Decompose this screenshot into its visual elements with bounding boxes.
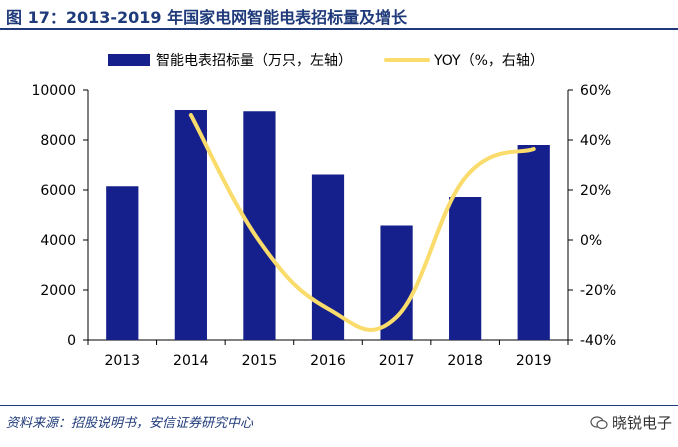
x-tick-label: 2014 xyxy=(173,353,209,369)
bar-series xyxy=(106,110,550,340)
bar-2016 xyxy=(311,174,345,340)
left-tick-label: 0 xyxy=(67,333,76,349)
wechat-icon xyxy=(590,415,608,429)
legend-bar-label: 智能电表招标量（万只，左轴） xyxy=(156,53,352,69)
watermark-text: 晓锐电子 xyxy=(612,414,673,432)
left-tick-label: 4000 xyxy=(40,233,76,249)
right-tick-labels: -40% -20% 0% 20% 40% 60% xyxy=(568,83,616,349)
left-tick-label: 8000 xyxy=(40,133,76,149)
x-tick-label: 2019 xyxy=(516,353,552,369)
bar-2014 xyxy=(174,110,207,340)
left-tick-label: 2000 xyxy=(40,283,76,299)
right-tick-label: 60% xyxy=(580,83,611,99)
right-tick-label: -20% xyxy=(580,283,616,299)
x-tick-label: 2017 xyxy=(379,353,415,369)
legend: 智能电表招标量（万只，左轴） YOY（%，右轴） xyxy=(108,53,544,69)
bar-2018 xyxy=(449,197,482,340)
source-divider xyxy=(0,405,678,406)
left-tick-labels: 0 2000 4000 6000 8000 10000 xyxy=(31,83,88,349)
right-tick-label: -40% xyxy=(580,333,616,349)
left-tick-label: 6000 xyxy=(40,183,76,199)
bar-2017 xyxy=(380,225,413,340)
title-bar: 图 17：2013-2019 年国家电网智能电表招标量及增长 xyxy=(0,0,678,30)
bar-2013 xyxy=(106,186,139,340)
bar-2019 xyxy=(517,145,550,340)
source-note: 资料来源：招股说明书，安信证券研究中心 xyxy=(6,416,254,431)
legend-line-label: YOY（%，右轴） xyxy=(433,53,544,69)
legend-bar-swatch xyxy=(108,54,150,66)
x-tick-labels: 2013 2014 2015 2016 2017 2018 2019 xyxy=(87,340,569,369)
left-tick-label: 10000 xyxy=(31,83,76,99)
x-tick-label: 2018 xyxy=(447,353,483,369)
chart-title: 图 17：2013-2019 年国家电网智能电表招标量及增长 xyxy=(6,8,408,27)
x-tick-label: 2015 xyxy=(242,353,278,369)
right-tick-label: 20% xyxy=(580,183,611,199)
yoy-line xyxy=(188,113,536,332)
chart: 智能电表招标量（万只，左轴） YOY（%，右轴） 2013 2014 2015 201… xyxy=(31,53,616,369)
x-tick-label: 2016 xyxy=(310,353,346,369)
watermark: 晓锐电子 xyxy=(590,412,672,433)
right-tick-label: 40% xyxy=(580,133,611,149)
right-tick-label: 0% xyxy=(580,233,602,249)
x-tick-label: 2013 xyxy=(104,353,140,369)
